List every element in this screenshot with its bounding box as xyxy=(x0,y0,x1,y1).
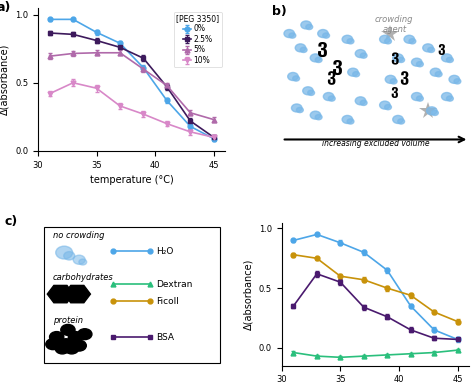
Circle shape xyxy=(61,324,75,335)
Circle shape xyxy=(417,96,423,101)
Circle shape xyxy=(360,53,367,58)
Text: ვ: ვ xyxy=(326,68,335,86)
Circle shape xyxy=(315,114,322,120)
Text: a): a) xyxy=(0,1,11,14)
Circle shape xyxy=(323,93,334,100)
Circle shape xyxy=(355,49,366,58)
Circle shape xyxy=(447,57,453,63)
Circle shape xyxy=(423,44,433,52)
Circle shape xyxy=(384,105,392,110)
Circle shape xyxy=(347,39,354,44)
Circle shape xyxy=(328,96,335,101)
Circle shape xyxy=(430,68,441,76)
Circle shape xyxy=(428,47,435,53)
Circle shape xyxy=(289,33,296,38)
Circle shape xyxy=(310,111,321,119)
Circle shape xyxy=(50,331,64,342)
Text: ვ: ვ xyxy=(399,68,408,86)
Circle shape xyxy=(384,39,392,44)
Circle shape xyxy=(447,96,453,101)
Circle shape xyxy=(409,39,416,44)
Circle shape xyxy=(303,87,313,95)
X-axis label: temperature (°C): temperature (°C) xyxy=(90,175,173,185)
Circle shape xyxy=(301,21,311,29)
Circle shape xyxy=(308,90,315,95)
Circle shape xyxy=(315,57,322,63)
Circle shape xyxy=(72,340,86,351)
Circle shape xyxy=(73,255,85,264)
Legend: 0%, 2.5%, 5%, 10%: 0%, 2.5%, 5%, 10% xyxy=(174,12,222,67)
Circle shape xyxy=(380,35,390,43)
Circle shape xyxy=(310,54,321,62)
Circle shape xyxy=(417,61,423,67)
Circle shape xyxy=(390,79,397,84)
Text: crowding
agent: crowding agent xyxy=(375,15,413,34)
Circle shape xyxy=(288,72,298,81)
Circle shape xyxy=(306,25,313,30)
Circle shape xyxy=(398,119,405,124)
Circle shape xyxy=(64,252,75,260)
Circle shape xyxy=(342,116,353,123)
Circle shape xyxy=(449,75,459,83)
Circle shape xyxy=(56,246,73,259)
Text: BSA: BSA xyxy=(156,333,174,342)
Circle shape xyxy=(55,343,69,354)
Circle shape xyxy=(295,44,306,52)
Circle shape xyxy=(296,107,303,112)
Circle shape xyxy=(284,30,294,38)
Circle shape xyxy=(454,79,461,84)
Text: Dextran: Dextran xyxy=(156,280,192,289)
Circle shape xyxy=(393,54,403,62)
Text: H₂O: H₂O xyxy=(156,247,173,256)
Text: Ficoll: Ficoll xyxy=(156,297,179,306)
Circle shape xyxy=(293,76,300,81)
Circle shape xyxy=(323,33,329,38)
Circle shape xyxy=(431,110,438,116)
Text: protein: protein xyxy=(53,315,83,324)
Circle shape xyxy=(411,93,422,100)
Text: b): b) xyxy=(273,5,287,18)
Circle shape xyxy=(348,68,358,76)
Circle shape xyxy=(347,119,354,124)
Circle shape xyxy=(441,54,452,62)
Circle shape xyxy=(380,101,390,109)
Circle shape xyxy=(59,339,73,350)
Text: ვ: ვ xyxy=(390,84,398,98)
Circle shape xyxy=(404,35,414,43)
Text: ვ: ვ xyxy=(332,56,344,75)
Bar xyxy=(73,291,79,298)
Circle shape xyxy=(342,35,353,43)
Circle shape xyxy=(427,107,437,115)
Circle shape xyxy=(360,100,367,105)
Circle shape xyxy=(385,75,396,83)
Y-axis label: Δ(absorbance): Δ(absorbance) xyxy=(0,44,9,115)
Circle shape xyxy=(292,104,302,112)
Circle shape xyxy=(355,97,366,105)
Circle shape xyxy=(353,72,360,77)
Circle shape xyxy=(300,47,307,53)
Text: ვ: ვ xyxy=(390,51,399,65)
Circle shape xyxy=(64,343,79,354)
Circle shape xyxy=(68,331,82,342)
Text: c): c) xyxy=(4,216,18,228)
Text: ვ: ვ xyxy=(437,41,445,55)
Text: carbohydrates: carbohydrates xyxy=(53,273,114,282)
Circle shape xyxy=(79,259,87,265)
Circle shape xyxy=(393,116,403,123)
Text: no crowding: no crowding xyxy=(53,231,104,240)
FancyBboxPatch shape xyxy=(44,227,220,363)
Text: increasing excluded volume: increasing excluded volume xyxy=(322,139,429,148)
Circle shape xyxy=(411,58,422,66)
Text: ვ: ვ xyxy=(318,39,328,57)
Circle shape xyxy=(78,329,92,340)
Circle shape xyxy=(398,57,405,63)
Circle shape xyxy=(46,339,60,350)
Circle shape xyxy=(318,30,328,38)
Y-axis label: Δ(absorbance): Δ(absorbance) xyxy=(243,258,253,330)
Circle shape xyxy=(435,72,442,77)
Circle shape xyxy=(441,93,452,100)
